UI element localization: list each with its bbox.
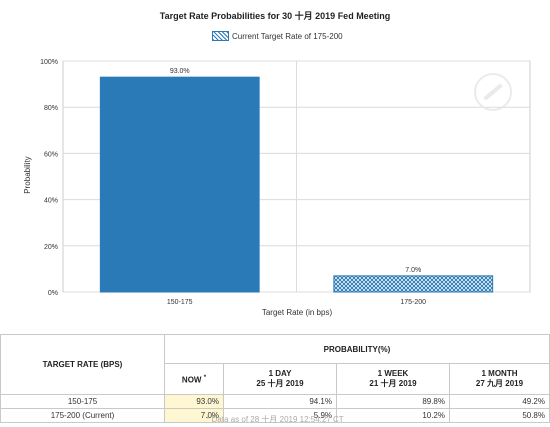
bar-value-label: 93.0% xyxy=(170,68,190,75)
chart-legend[interactable]: Current Target Rate of 175-200 xyxy=(212,31,343,41)
bar-chart: 0% 20% 40% 60% 80% 100% 93.0% 150-175 7.0% 175-20… xyxy=(23,59,531,317)
y-tick-label: 60% xyxy=(44,151,58,158)
target-rate-header: TARGET RATE (BPS) xyxy=(0,334,165,395)
bar-175-200[interactable] xyxy=(333,275,494,293)
one-week-header: 1 WEEK 21 十月 2019 xyxy=(336,363,450,395)
x-tick-label: 175-200 xyxy=(400,299,426,306)
probability-table: TARGET RATE (BPS) PROBABILITY(%) NOW * 1… xyxy=(0,334,550,423)
one-day-header: 1 DAY 25 十月 2019 xyxy=(223,363,337,395)
y-tick-label: 20% xyxy=(44,244,58,251)
legend-swatch xyxy=(212,31,229,41)
data-timestamp-footnote: * Data as of 28 十月 2019 12:54:27 CT xyxy=(206,415,344,424)
now-header: NOW * xyxy=(164,363,224,395)
x-axis-label: Target Rate (in bps) xyxy=(262,308,333,317)
legend-label: Current Target Rate of 175-200 xyxy=(232,31,343,41)
table-row: 150-175 93.0% 94.1% 89.8% 49.2% xyxy=(0,394,550,409)
bar-150-175[interactable] xyxy=(99,76,260,293)
x-tick-label: 150-175 xyxy=(167,299,193,306)
one-month-header: 1 MONTH 27 九月 2019 xyxy=(449,363,550,395)
chart-title: Target Rate Probabilities for 30 十月 2019… xyxy=(159,11,391,21)
probability-header: PROBABILITY(%) xyxy=(164,334,550,364)
y-tick-label: 100% xyxy=(40,59,58,66)
bar-value-label: 7.0% xyxy=(405,267,421,274)
table-row: 175-200 (Current) 7.0% 5.9% 10.2% 50.8% xyxy=(0,408,550,423)
watermark-logo xyxy=(474,73,512,111)
y-axis-label: Probability xyxy=(23,156,32,193)
y-tick-label: 0% xyxy=(48,290,58,297)
y-tick-label: 40% xyxy=(44,198,58,205)
y-tick-label: 80% xyxy=(44,105,58,112)
